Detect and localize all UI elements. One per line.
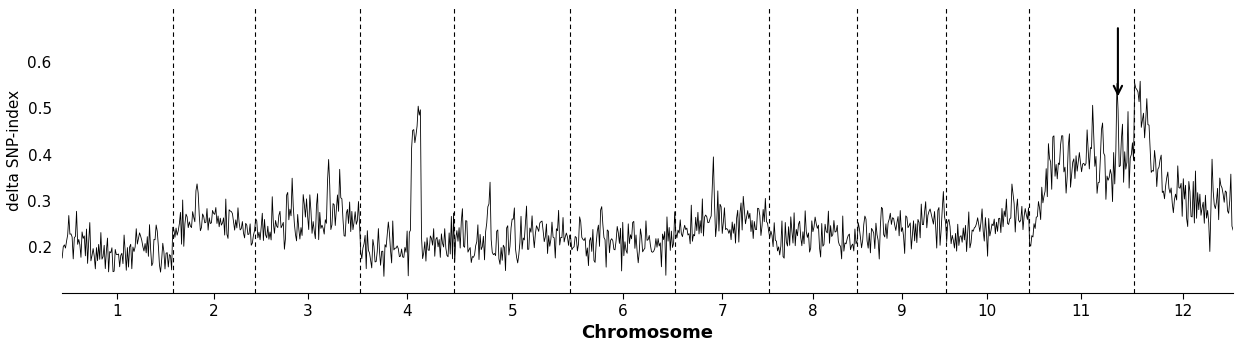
X-axis label: Chromosome: Chromosome	[582, 324, 713, 342]
Y-axis label: delta SNP-index: delta SNP-index	[7, 89, 22, 210]
